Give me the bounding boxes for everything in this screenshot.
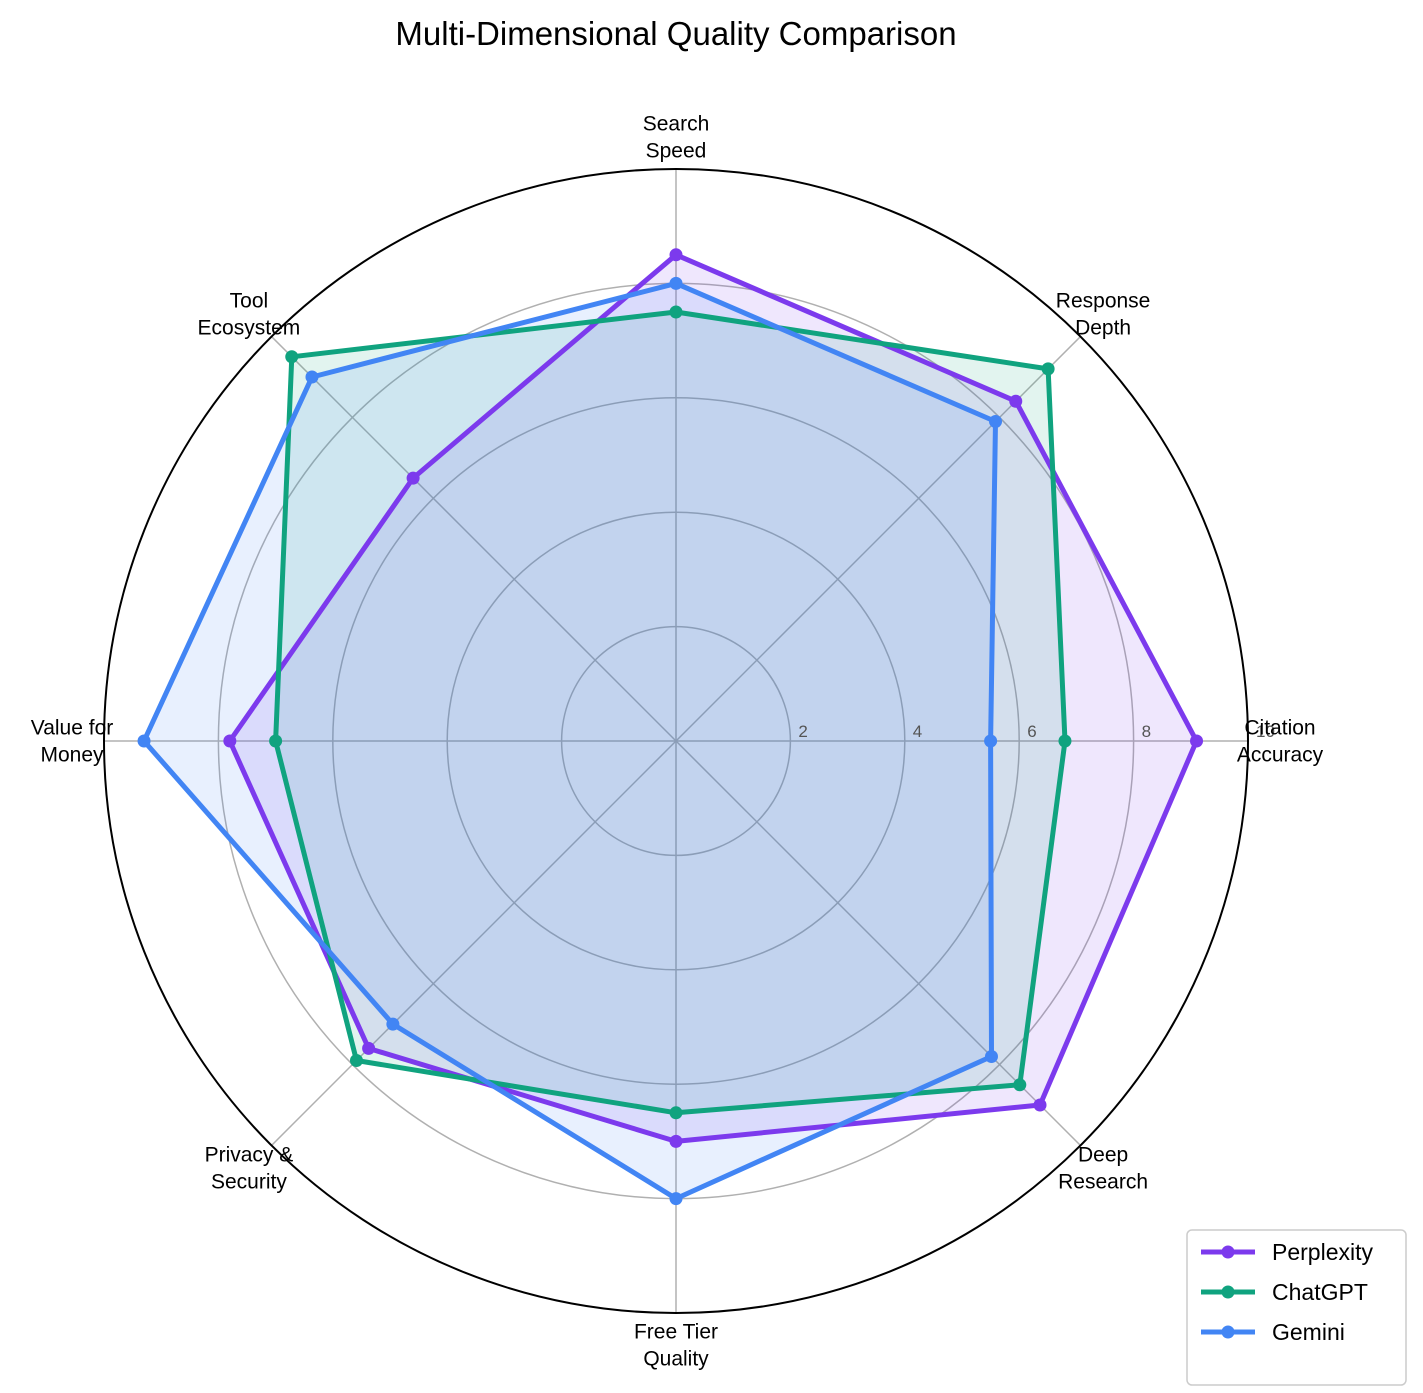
data-point-gemini bbox=[984, 1049, 998, 1063]
data-point-gemini bbox=[669, 1192, 683, 1206]
chart-title: Multi-Dimensional Quality Comparison bbox=[395, 15, 956, 52]
radial-tick-label: 2 bbox=[798, 722, 807, 741]
legend-label: ChatGPT bbox=[1272, 1279, 1368, 1305]
spoke-line bbox=[675, 740, 1081, 1146]
legend-marker bbox=[1221, 1285, 1235, 1299]
spoke-line bbox=[271, 740, 677, 1146]
data-point-perplexity bbox=[362, 1041, 376, 1055]
data-point-perplexity bbox=[223, 734, 237, 748]
data-point-chatgpt bbox=[669, 305, 683, 319]
radial-tick-label: 8 bbox=[1142, 722, 1151, 741]
series-fill-chatgpt bbox=[275, 312, 1066, 1113]
data-point-perplexity bbox=[1190, 734, 1204, 748]
series-layer bbox=[137, 248, 1204, 1206]
category-label: Free Tier Quality bbox=[634, 1321, 718, 1371]
category-label: Response Depth bbox=[1056, 289, 1151, 339]
data-point-perplexity bbox=[669, 248, 683, 262]
data-point-gemini bbox=[989, 414, 1003, 428]
legend-label: Perplexity bbox=[1272, 1239, 1373, 1265]
legend-marker bbox=[1221, 1245, 1235, 1259]
series-fill-perplexity bbox=[229, 254, 1197, 1142]
grid-circle bbox=[560, 625, 792, 857]
data-point-gemini bbox=[137, 734, 151, 748]
data-point-chatgpt bbox=[349, 1054, 363, 1068]
data-point-chatgpt bbox=[269, 734, 283, 748]
data-point-gemini bbox=[984, 734, 998, 748]
data-point-chatgpt bbox=[1013, 1078, 1027, 1092]
category-label: Deep Research bbox=[1058, 1144, 1148, 1194]
data-point-gemini bbox=[386, 1017, 400, 1031]
legend-box bbox=[1186, 1229, 1407, 1386]
data-point-chatgpt bbox=[1058, 734, 1072, 748]
data-point-perplexity bbox=[1033, 1098, 1047, 1112]
category-label: Value for Money bbox=[31, 717, 114, 767]
data-point-gemini bbox=[305, 370, 319, 384]
data-point-perplexity bbox=[669, 1134, 683, 1148]
radial-tick-label: 10 bbox=[1256, 722, 1275, 741]
radial-tick-label: 4 bbox=[913, 722, 922, 741]
legend-label: Gemini bbox=[1272, 1319, 1345, 1345]
data-point-chatgpt bbox=[285, 350, 299, 364]
legend: Perplexity ChatGPT Gemini bbox=[1186, 1229, 1407, 1386]
spoke-line bbox=[271, 336, 677, 742]
category-label: Citation Accuracy bbox=[1237, 717, 1324, 767]
data-point-gemini bbox=[669, 276, 683, 290]
radial-tick-label: 6 bbox=[1027, 722, 1036, 741]
data-point-perplexity bbox=[406, 471, 420, 485]
data-point-perplexity bbox=[1009, 394, 1023, 408]
legend-marker bbox=[1221, 1325, 1235, 1339]
outer-frame bbox=[103, 168, 1249, 1314]
data-point-chatgpt bbox=[669, 1106, 683, 1120]
category-label: Tool Ecosystem bbox=[198, 289, 301, 339]
category-label: Search Speed bbox=[643, 113, 710, 163]
series-fill-gemini bbox=[144, 283, 996, 1199]
grid-circle bbox=[332, 397, 1020, 1085]
grid-circle bbox=[446, 511, 906, 971]
data-point-chatgpt bbox=[1041, 362, 1055, 376]
category-label: Privacy & Security bbox=[205, 1144, 294, 1194]
